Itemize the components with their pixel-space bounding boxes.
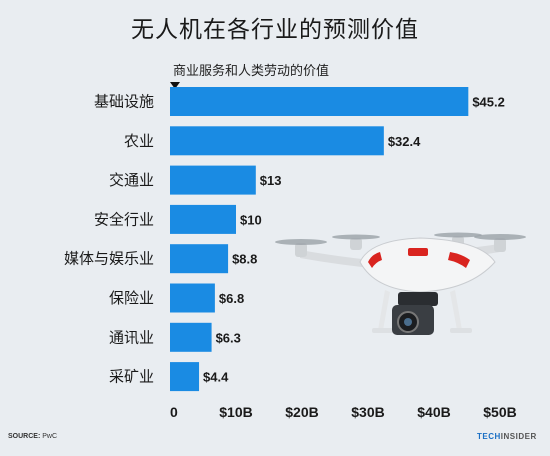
x-tick-label: $10B [219,404,252,420]
brand-logo: TECHINSIDER [477,432,537,441]
bar-5 [170,283,215,313]
category-label: 农业 [124,132,154,150]
category-label: 采矿业 [109,368,154,386]
source-label: SOURCE: [8,433,41,440]
value-label: $4.4 [203,370,229,385]
chart-title: 无人机在各行业的预测价值 [131,17,419,43]
bar-2 [170,165,256,195]
category-label: 基础设施 [94,93,154,111]
value-label: $13 [260,173,282,188]
category-label: 交通业 [109,171,154,189]
x-tick-label: $20B [285,404,318,420]
bar-7 [170,362,200,392]
value-label: $10 [240,212,262,227]
x-tick-label: 0 [170,404,178,420]
category-label: 通讯业 [109,328,154,346]
bar-6 [170,322,212,352]
chart-subtitle: 商业服务和人类劳动的价值 [173,64,330,79]
value-label: $8.8 [232,252,257,267]
bar-1 [170,126,384,156]
x-tick-label: $50B [483,404,516,420]
brand-part1: TECH [477,432,501,441]
bar-4 [170,244,229,274]
source-note: SOURCE: PwC [8,433,57,440]
drone-image [275,232,526,335]
brand-part2: INSIDER [500,432,537,441]
value-label: $45.2 [472,95,505,110]
arrow-down-icon [170,82,180,89]
x-tick-label: $40B [417,404,450,420]
category-label: 媒体与娱乐业 [64,250,154,268]
source-value: PwC [42,433,58,440]
x-tick-label: $30B [351,404,384,420]
category-label: 安全行业 [94,210,154,228]
value-label: $6.8 [219,291,244,306]
bar-0 [170,87,469,116]
value-label: $6.3 [216,330,241,345]
category-label: 保险业 [109,289,154,307]
bar-3 [170,204,236,234]
value-label: $32.4 [388,134,421,149]
